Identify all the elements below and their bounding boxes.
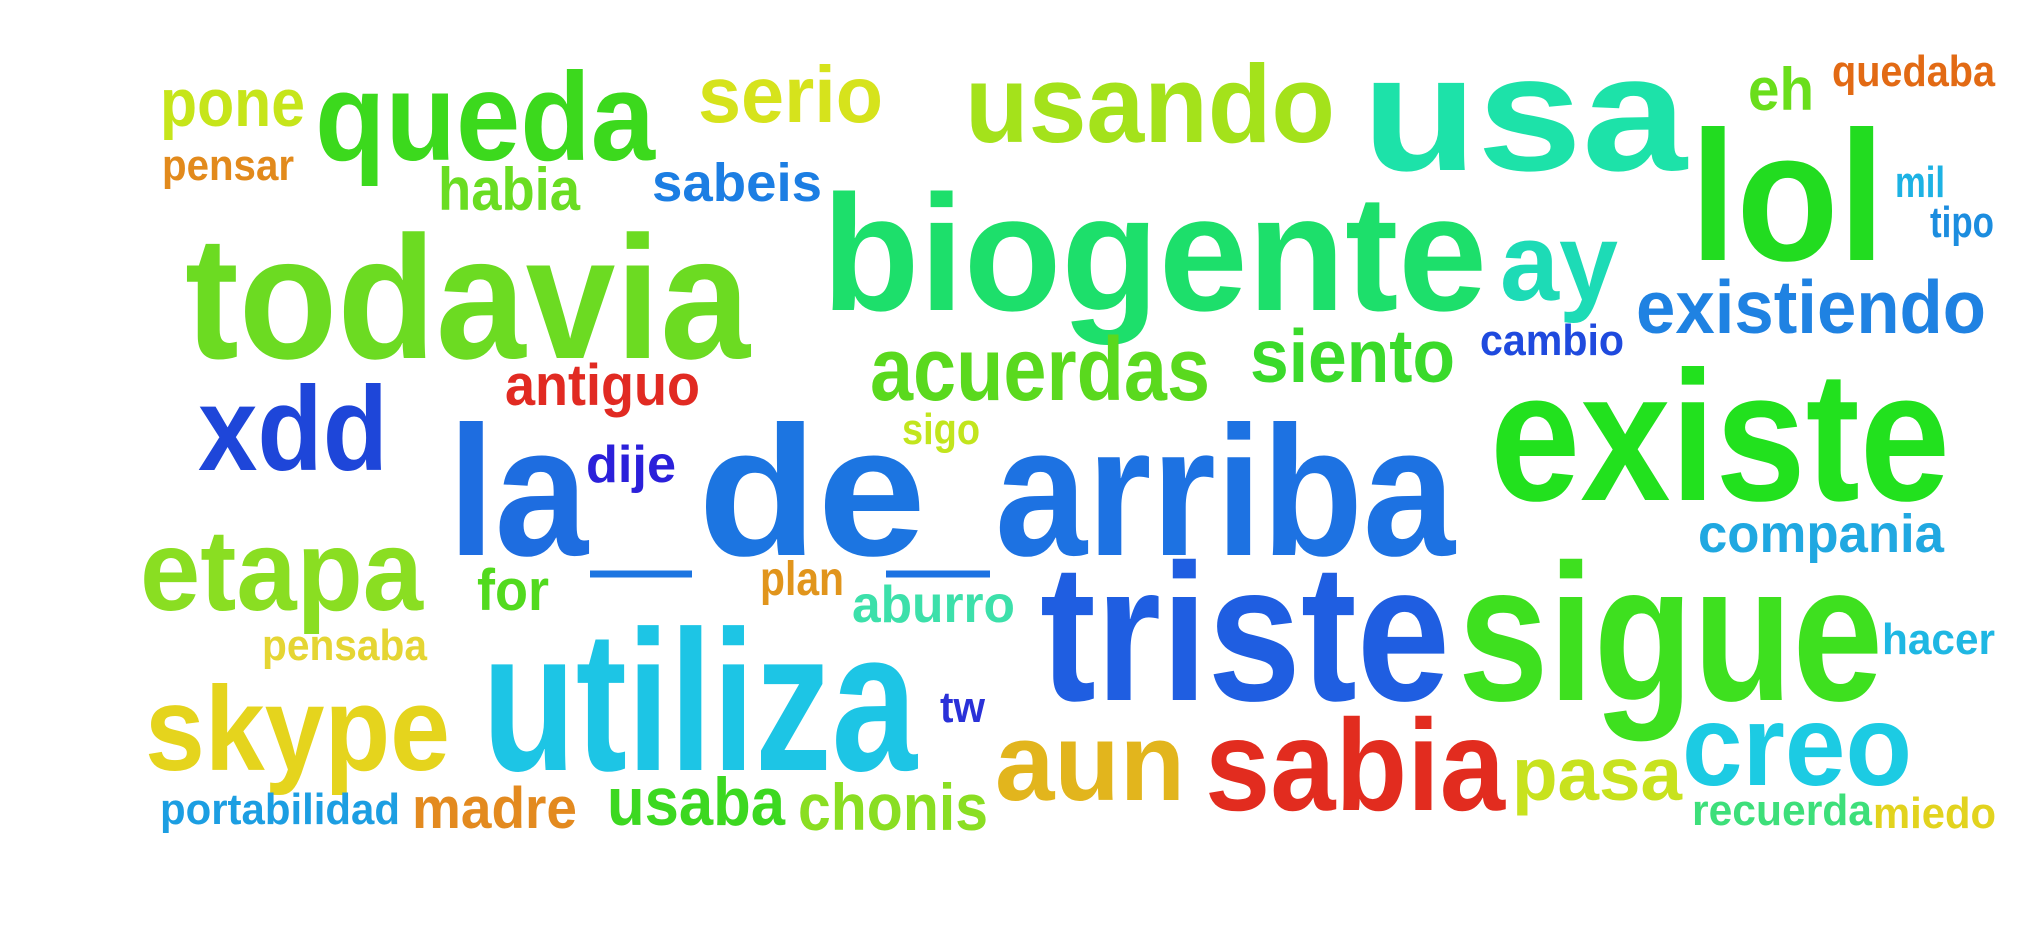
word-sabia: sabia [1205,692,1507,838]
word-creo: creo [1682,682,1912,810]
word-biogente: biogente [822,161,1487,345]
word-hacer: hacer [1882,615,1995,664]
word-eh: eh [1748,56,1814,123]
word-utiliza: utiliza [482,590,918,813]
word-portabilidad: portabilidad [160,785,400,834]
word-pone: pone [160,65,305,141]
word-mil: mil [1895,158,1945,207]
word-triste: triste [1040,524,1450,742]
word-pensar: pensar [162,141,294,190]
word-etapa: etapa [140,507,424,635]
word-la: la [448,389,590,595]
word-compania: compania [1698,504,1945,564]
word-recuerda: recuerda [1692,786,1873,835]
word-sigo: sigo [902,405,980,454]
word-lol: lol [1690,94,1885,300]
word-aburro: aburro [852,576,1015,634]
word-ay: ay [1500,201,1618,324]
word-tw: tw [940,683,986,732]
word-queda: queda [315,48,656,187]
word-dije: dije [586,436,676,494]
word-aun: aun [995,701,1185,824]
word-tipo: tipo [1930,198,1994,247]
word-usando: usando [965,43,1335,166]
word-usa: usa [1362,21,1688,205]
word-de: de [698,389,926,595]
word-cambio: cambio [1480,316,1624,365]
word-habia: habia [438,156,581,223]
word-quedaba: quedaba [1832,47,1995,96]
word-usaba: usaba [607,764,786,840]
word-sigue: sigue [1458,524,1883,742]
word-pasa: pasa [1512,732,1683,816]
word-plan: plan [760,553,844,606]
word-for: for [477,558,549,623]
word-pensaba: pensaba [262,621,427,670]
word-xdd: xdd [198,362,388,496]
word-todavia: todavia [185,201,752,396]
word-existiendo: existiendo [1636,265,1986,349]
word-antiguo: antiguo [505,353,700,418]
word-chonis: chonis [798,770,988,844]
word-serio: serio [698,50,883,139]
word-sabeis: sabeis [652,153,822,213]
word-existe: existe [1490,334,1950,540]
word-skype: skype [145,662,450,796]
word-arriba: arriba [995,389,1457,595]
word-acuerdas: acuerdas [870,320,1210,420]
word-miedo: miedo [1873,789,1996,838]
words-layer: pone queda serio usando usa eh quedaba pensar ha… [140,21,1996,844]
word-siento: siento [1250,314,1455,398]
word-madre: madre [412,776,577,841]
